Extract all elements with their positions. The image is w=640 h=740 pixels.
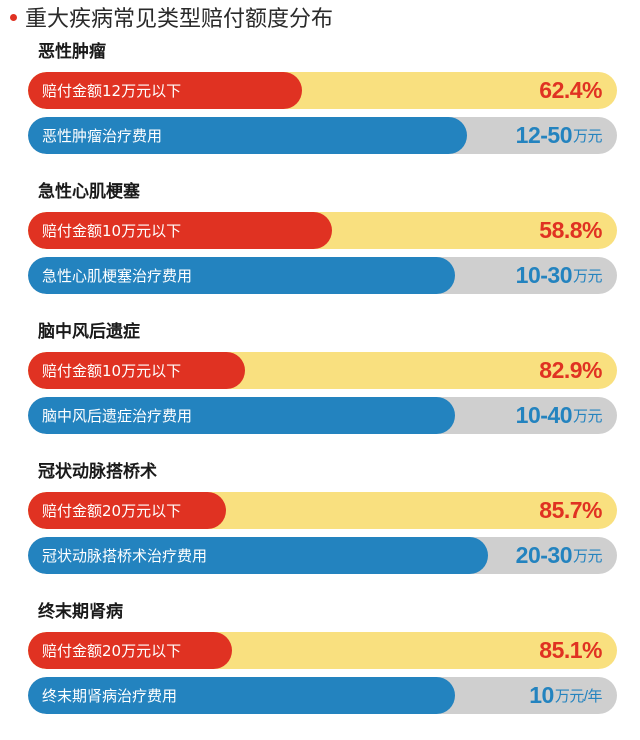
cost-number: 20-30 (515, 542, 573, 568)
cost-bar: 冠状动脉搭桥术治疗费用 20-30 万元 (28, 537, 617, 574)
cost-bar: 脑中风后遗症治疗费用 10-40 万元 (28, 397, 617, 434)
disease-name: 终末期肾病 (38, 602, 123, 622)
payout-bar: 赔付金额10万元以下 58.8% (28, 212, 617, 249)
disease-section: 急性心肌梗塞 赔付金额10万元以下 58.8% 急性心肌梗塞治疗费用 10-30… (0, 180, 640, 320)
payout-bar-fill: 赔付金额12万元以下 (28, 72, 302, 109)
cost-value: 20-30 万元 (515, 537, 603, 574)
payout-bar-fill: 赔付金额10万元以下 (28, 212, 332, 249)
cost-value: 10-30 万元 (515, 257, 603, 294)
cost-bar-fill: 恶性肿瘤治疗费用 (28, 117, 467, 154)
payout-bar-fill: 赔付金额20万元以下 (28, 632, 232, 669)
cost-value: 12-50 万元 (515, 117, 603, 154)
payout-label: 赔付金额12万元以下 (42, 82, 182, 100)
payout-percent: 82.9% (539, 357, 602, 383)
cost-bar-fill: 急性心肌梗塞治疗费用 (28, 257, 455, 294)
cost-label: 冠状动脉搭桥术治疗费用 (42, 547, 208, 565)
disease-section: 恶性肿瘤 赔付金额12万元以下 62.4% 恶性肿瘤治疗费用 12-50 万元 (0, 40, 640, 180)
cost-unit: 万元 (572, 548, 603, 565)
cost-bar: 终末期肾病治疗费用 10 万元/年 (28, 677, 617, 714)
cost-bar: 恶性肿瘤治疗费用 12-50 万元 (28, 117, 617, 154)
payout-percent: 85.1% (539, 637, 602, 663)
cost-unit: 万元 (572, 408, 603, 425)
cost-bar-fill: 冠状动脉搭桥术治疗费用 (28, 537, 488, 574)
cost-unit: 万元/年 (554, 688, 603, 705)
payout-bar-fill: 赔付金额20万元以下 (28, 492, 226, 529)
cost-label: 急性心肌梗塞治疗费用 (42, 267, 193, 285)
disease-name: 冠状动脉搭桥术 (38, 462, 157, 482)
disease-name: 急性心肌梗塞 (38, 182, 140, 202)
payout-percent: 62.4% (539, 77, 602, 103)
cost-label: 脑中风后遗症治疗费用 (42, 407, 193, 425)
bullet-dot-icon (10, 13, 17, 21)
payout-bar: 赔付金额10万元以下 82.9% (28, 352, 617, 389)
payout-label: 赔付金额20万元以下 (42, 642, 182, 660)
disease-section: 冠状动脉搭桥术 赔付金额20万元以下 85.7% 冠状动脉搭桥术治疗费用 20-… (0, 460, 640, 600)
payout-bar: 赔付金额20万元以下 85.7% (28, 492, 617, 529)
cost-unit: 万元 (572, 268, 603, 285)
cost-bar-fill: 脑中风后遗症治疗费用 (28, 397, 455, 434)
cost-number: 10-30 (515, 262, 573, 288)
cost-bar-fill: 终末期肾病治疗费用 (28, 677, 455, 714)
cost-label: 终末期肾病治疗费用 (42, 687, 178, 705)
cost-label: 恶性肿瘤治疗费用 (42, 127, 163, 145)
chart-title: 重大疾病常见类型赔付额度分布 (10, 2, 333, 32)
payout-label: 赔付金额10万元以下 (42, 362, 182, 380)
disease-section: 脑中风后遗症 赔付金额10万元以下 82.9% 脑中风后遗症治疗费用 10-40… (0, 320, 640, 460)
payout-label: 赔付金额20万元以下 (42, 502, 182, 520)
payout-bar: 赔付金额12万元以下 62.4% (28, 72, 617, 109)
payout-bar: 赔付金额20万元以下 85.1% (28, 632, 617, 669)
payout-percent: 58.8% (539, 217, 602, 243)
payout-bar-fill: 赔付金额10万元以下 (28, 352, 245, 389)
cost-bar: 急性心肌梗塞治疗费用 10-30 万元 (28, 257, 617, 294)
cost-number: 10-40 (515, 402, 573, 428)
cost-value: 10-40 万元 (515, 397, 603, 434)
cost-number: 10 (529, 682, 554, 708)
disease-name: 脑中风后遗症 (38, 322, 140, 342)
cost-unit: 万元 (572, 128, 603, 145)
cost-number: 12-50 (515, 122, 573, 148)
payout-percent: 85.7% (539, 497, 602, 523)
cost-value: 10 万元/年 (529, 677, 602, 714)
payout-label: 赔付金额10万元以下 (42, 222, 182, 240)
chart-title-text: 重大疾病常见类型赔付额度分布 (25, 7, 334, 32)
disease-name: 恶性肿瘤 (38, 42, 106, 62)
disease-section: 终末期肾病 赔付金额20万元以下 85.1% 终末期肾病治疗费用 10 万元/年 (0, 600, 640, 740)
